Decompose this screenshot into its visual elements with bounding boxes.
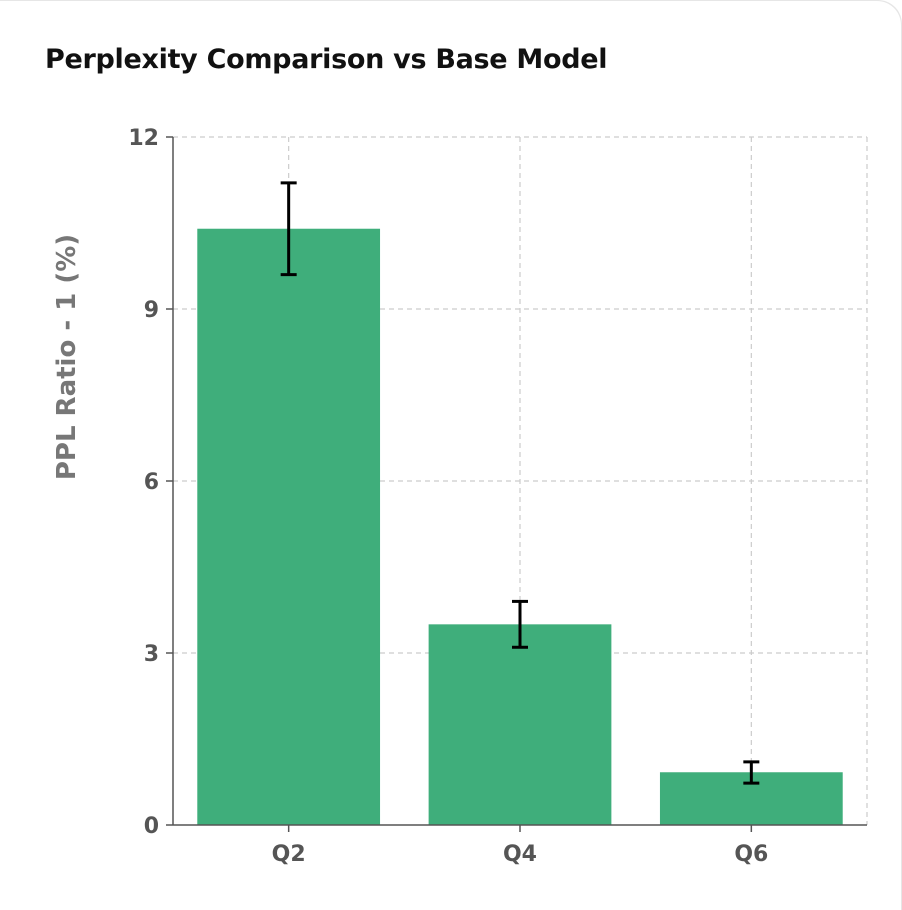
chart-title: Perplexity Comparison vs Base Model [45, 44, 608, 75]
bar-q2 [197, 228, 381, 825]
y-tick-label: 12 [128, 126, 159, 151]
y-tick-label: 6 [144, 470, 159, 495]
axes [166, 136, 867, 832]
x-tick-label: Q2 [272, 842, 306, 867]
x-tick-label: Q4 [503, 842, 537, 867]
bar-q4 [428, 624, 612, 825]
error-bar-q2 [280, 181, 297, 277]
error-bar-q4 [512, 599, 528, 649]
y-tick-label: 3 [144, 642, 159, 667]
x-tick-label: Q6 [734, 842, 768, 867]
y-tick-label: 0 [144, 814, 159, 839]
error-bar-q6 [743, 760, 760, 785]
y-tick-label: 9 [144, 298, 159, 323]
y-axis-title: PPL Ratio - 1 (%) [52, 234, 82, 480]
bars [197, 228, 843, 825]
error-bars [280, 181, 760, 785]
tick-labels: 0 3 6 9 12 Q2 Q4 Q6 [128, 126, 768, 867]
